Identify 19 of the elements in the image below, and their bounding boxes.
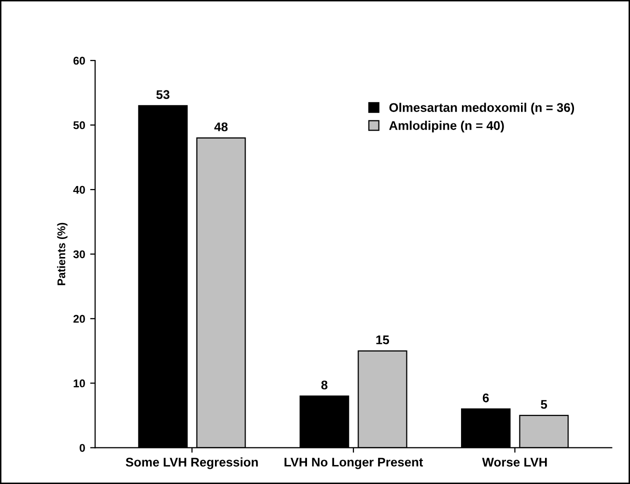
legend-label: Amlodipine (n = 40) bbox=[389, 120, 504, 132]
x-tick-label: Worse LVH bbox=[482, 458, 547, 467]
data-label: 48 bbox=[214, 122, 228, 132]
y-tick-label: 50 bbox=[73, 121, 85, 130]
y-tick-label: 10 bbox=[74, 379, 85, 388]
data-label: 53 bbox=[156, 90, 170, 100]
data-label: 8 bbox=[321, 380, 328, 390]
y-tick-label: 60 bbox=[73, 56, 85, 65]
y-tick-label: 40 bbox=[73, 186, 85, 194]
y-axis-title: Patients (%) bbox=[57, 222, 68, 286]
y-tick-label: 0 bbox=[80, 444, 85, 452]
data-label: 15 bbox=[376, 336, 390, 344]
data-label: 5 bbox=[540, 400, 548, 409]
y-tick-label: 20 bbox=[73, 314, 85, 323]
legend-label: Olmesartan medoxomil (n = 36) bbox=[389, 102, 574, 114]
data-label: 6 bbox=[482, 393, 489, 402]
x-tick-label: LVH No Longer Present bbox=[284, 458, 423, 470]
x-tick-label: Some LVH Regression bbox=[126, 457, 258, 470]
y-tick-label: 30 bbox=[73, 250, 85, 258]
